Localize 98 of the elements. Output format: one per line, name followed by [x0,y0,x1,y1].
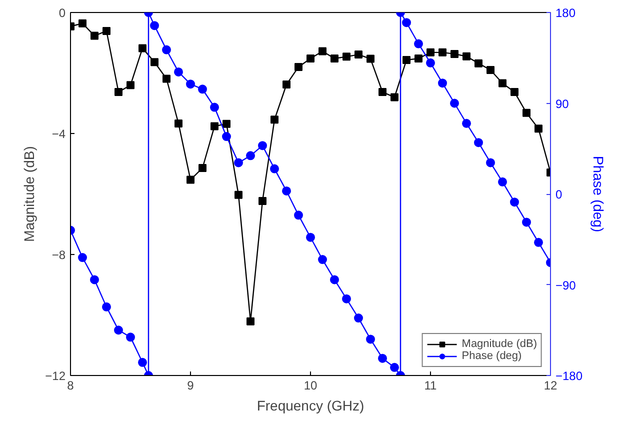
point [426,58,435,68]
point [390,93,398,102]
legend-label: Phase (deg) [462,350,522,362]
point [126,332,135,342]
point [462,118,471,128]
point [114,88,122,96]
point [498,177,507,186]
point [78,19,86,28]
point [210,122,218,130]
x-tick-label: 8 [67,378,74,392]
point [342,294,351,304]
point [318,47,326,56]
x-axis-title: Frequency (GHz) [256,398,364,414]
point [186,176,194,184]
point [102,26,110,35]
point [534,124,542,133]
point [354,50,362,59]
point [138,44,146,52]
point [366,54,374,63]
point [354,314,363,323]
legend-label: Magnitude (dB) [462,338,537,350]
point [426,48,434,56]
point [90,275,99,284]
point [294,62,302,71]
point [294,210,303,220]
point [462,52,470,60]
point [390,362,399,372]
point [270,164,279,174]
y2-tick-label: −90 [556,278,576,292]
line-series [70,12,550,376]
point [78,253,87,262]
point [198,164,206,172]
point [234,190,242,199]
x-tick-label: 10 [304,378,318,392]
point [162,45,171,54]
point [210,102,219,112]
point [522,218,531,227]
point [330,275,339,284]
point [414,39,423,48]
point [150,21,159,30]
point [222,120,230,128]
point [126,81,134,90]
point [246,317,254,326]
point [174,68,183,76]
y2-tick-label: 0 [556,188,562,202]
point [282,80,290,88]
point [258,141,267,150]
x-tick-label: 11 [424,378,438,392]
point [222,132,231,142]
point [378,88,386,96]
point [258,196,266,205]
point [318,255,327,264]
point [534,238,543,247]
point [498,79,506,88]
y-tick-label: −12 [45,369,66,383]
point [414,54,422,62]
point [378,354,387,363]
point [174,120,182,128]
y2-tick-label: 90 [556,96,570,111]
y-axis-title: Magnitude (dB) [21,146,38,242]
point [186,80,195,89]
point [234,158,243,168]
point [102,302,111,312]
point [486,158,495,168]
point [306,232,315,242]
point [450,98,459,108]
y-tick-label: −4 [52,127,66,141]
point [114,326,123,335]
point [486,66,494,74]
point [402,56,410,64]
point [198,84,207,94]
point [246,151,255,160]
point [438,78,447,88]
y2-axis-title: Phase (deg) [590,156,607,232]
point [474,59,482,68]
point [438,48,446,56]
point [270,116,278,124]
point [306,54,314,62]
y-tick-label: 0 [58,6,66,20]
point [342,52,350,61]
point [522,108,530,117]
point [402,18,411,28]
point [510,88,518,96]
y2-tick-label: −180 [556,369,583,383]
point [366,334,375,344]
point [450,50,458,58]
point [282,186,291,196]
point [90,32,98,40]
y2-tick-label: 180 [556,6,576,20]
point [162,74,170,83]
x-tick-label: 9 [187,378,194,392]
point [138,358,147,367]
point [330,54,338,62]
y-tick-label: −8 [52,248,66,262]
point [474,138,483,148]
x-tick-label: 12 [544,378,558,392]
point [150,58,158,66]
point [510,198,519,207]
